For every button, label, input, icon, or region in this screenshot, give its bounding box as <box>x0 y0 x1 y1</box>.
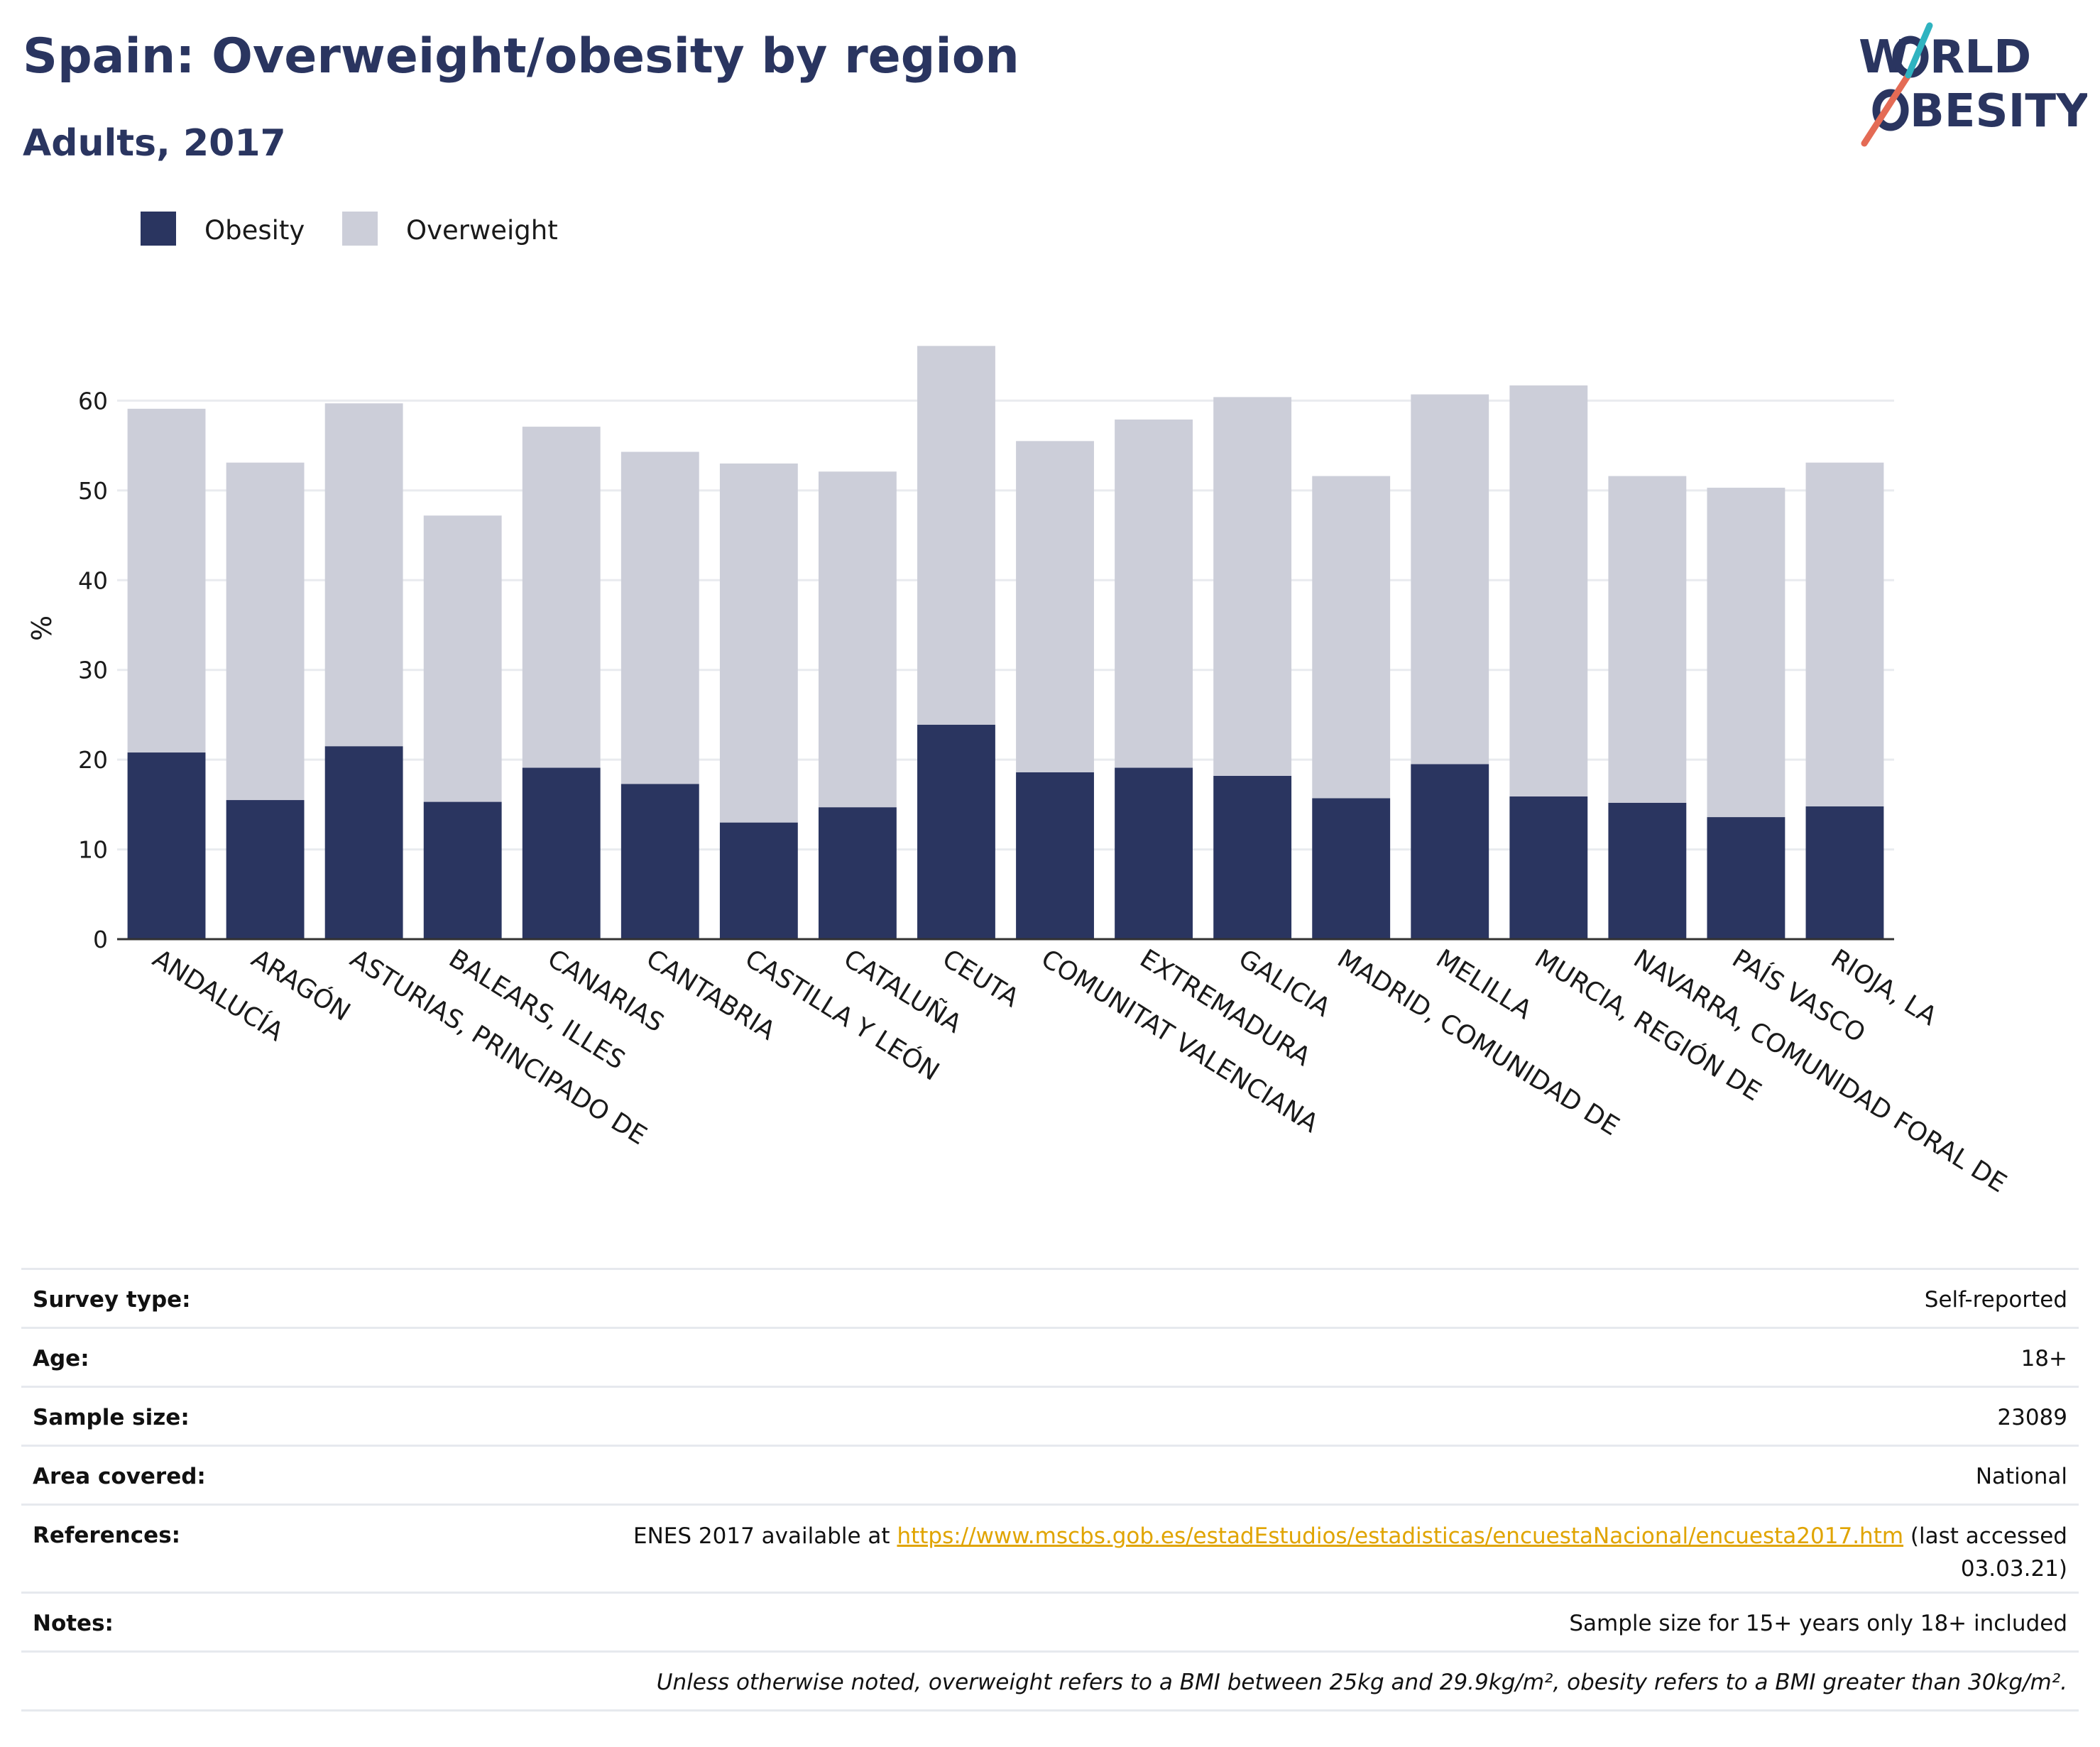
bar-obesity <box>324 746 403 939</box>
info-row-samplesize: Sample size: 23089 <box>21 1386 2079 1446</box>
bar-overweight <box>1213 397 1292 776</box>
info-row-footnote: Unless otherwise noted, overweight refer… <box>21 1650 2079 1712</box>
y-axis-label: % <box>26 615 58 641</box>
info-row-notes: Notes: Sample size for 15+ years only 18+… <box>21 1592 2079 1652</box>
bar-obesity <box>1707 817 1785 939</box>
y-tick-label: 40 <box>78 566 108 594</box>
references-date: 03.03.21) <box>1960 1556 2067 1582</box>
y-tick-label: 60 <box>78 387 108 415</box>
x-tick-label: CEUTA <box>937 944 1024 1014</box>
info-row-areacovered-value: National <box>470 1445 2079 1505</box>
bar-obesity <box>1312 798 1391 939</box>
bar-overweight <box>1608 476 1687 803</box>
bar-obesity <box>1411 764 1489 939</box>
bar-overweight <box>818 471 897 808</box>
y-tick-label: 50 <box>78 477 108 505</box>
references-prefix: ENES 2017 available at <box>633 1523 897 1549</box>
bar-overweight <box>324 403 403 747</box>
bar-obesity <box>1805 806 1884 939</box>
legend-swatch-overweight <box>342 212 378 246</box>
info-row-areacovered: Area covered: National <box>21 1445 2079 1505</box>
y-tick-label: 30 <box>78 657 108 684</box>
bar-overweight <box>1312 476 1391 799</box>
info-row-footnote-value: Unless otherwise noted, overweight refer… <box>470 1650 2079 1712</box>
y-tick-label: 20 <box>78 746 108 774</box>
info-row-notes-key: Notes: <box>21 1592 470 1652</box>
bar-obesity <box>127 752 206 939</box>
logo-line1-end: RLD <box>1930 31 2031 84</box>
legend-swatch-obesity <box>141 212 176 246</box>
bar-overweight <box>1016 441 1094 772</box>
info-row-footnote-key <box>21 1650 470 1712</box>
bar-overweight <box>719 463 798 823</box>
bar-overweight <box>1805 462 1884 806</box>
bar-obesity <box>917 724 995 939</box>
info-row-age-key: Age: <box>21 1327 470 1387</box>
bmi-footnote: Unless otherwise noted, overweight refer… <box>656 1670 2067 1695</box>
info-row-notes-value: Sample size for 15+ years only 18+ inclu… <box>470 1592 2079 1652</box>
x-tick-label: NAVARRA, COMUNIDAD FORAL DE <box>1629 944 2012 1198</box>
chart-legend: Obesity Overweight <box>141 212 558 246</box>
bar-obesity <box>1016 772 1094 939</box>
bar-overweight <box>1707 488 1785 818</box>
chart-subtitle: Adults, 2017 <box>23 122 286 165</box>
logo-line2-end: BESITY <box>1910 85 2087 138</box>
bar-obesity <box>226 800 305 939</box>
survey-info-table: Survey type: Self-reported Age: 18+ Sample s… <box>21 1268 2079 1712</box>
bar-overweight <box>1411 394 1489 765</box>
legend-label-overweight: Overweight <box>406 215 558 246</box>
info-row-references: References: ENES 2017 available at https:… <box>21 1504 2079 1593</box>
bar-overweight <box>1115 419 1193 768</box>
bar-obesity <box>423 801 502 939</box>
bar-overweight <box>917 346 995 725</box>
bar-obesity <box>1509 796 1588 939</box>
grid-lines <box>117 399 1894 851</box>
info-row-surveytype-value: Self-reported <box>470 1268 2079 1328</box>
info-row-samplesize-key: Sample size: <box>21 1386 470 1446</box>
bar-obesity <box>522 767 601 939</box>
stacked-bar-chart: Obesity Overweight 0 10 20 30 40 50 60 ANDALUCÍ… <box>26 212 2012 1198</box>
bar-obesity <box>620 784 699 939</box>
y-tick-label: 10 <box>78 836 108 864</box>
bar-obesity <box>1115 767 1193 939</box>
info-row-areacovered-key: Area covered: <box>21 1445 470 1505</box>
bar-obesity <box>1608 802 1687 939</box>
bar-overweight <box>522 427 601 768</box>
bar-overweight <box>620 451 699 784</box>
y-axis: 0 10 20 30 40 50 60 <box>78 387 108 953</box>
references-link[interactable]: https://www.mscbs.gob.es/estadEstudios/e… <box>897 1523 1904 1549</box>
bar-overweight <box>423 515 502 802</box>
legend-label-obesity: Obesity <box>204 215 305 246</box>
info-row-references-key: References: <box>21 1504 470 1593</box>
info-row-samplesize-value: 23089 <box>470 1386 2079 1446</box>
references-suffix: (last accessed <box>1903 1523 2067 1549</box>
bar-obesity <box>1213 775 1292 939</box>
info-row-surveytype: Survey type: Self-reported <box>21 1268 2079 1328</box>
bar-obesity <box>719 822 798 939</box>
bar-overweight <box>1509 385 1588 796</box>
world-obesity-logo: W RLD BESITY <box>1859 22 2087 147</box>
bar-overweight <box>127 408 206 753</box>
info-row-age-value: 18+ <box>470 1327 2079 1387</box>
bar-overweight <box>226 462 305 801</box>
bars <box>127 346 1884 939</box>
info-row-references-value: ENES 2017 available at https://www.mscbs… <box>470 1504 2079 1593</box>
y-tick-label: 0 <box>93 926 108 953</box>
info-row-age: Age: 18+ <box>21 1327 2079 1387</box>
chart-title: Spain: Overweight/obesity by region <box>23 28 1019 84</box>
bar-obesity <box>818 807 897 939</box>
info-row-surveytype-key: Survey type: <box>21 1268 470 1328</box>
